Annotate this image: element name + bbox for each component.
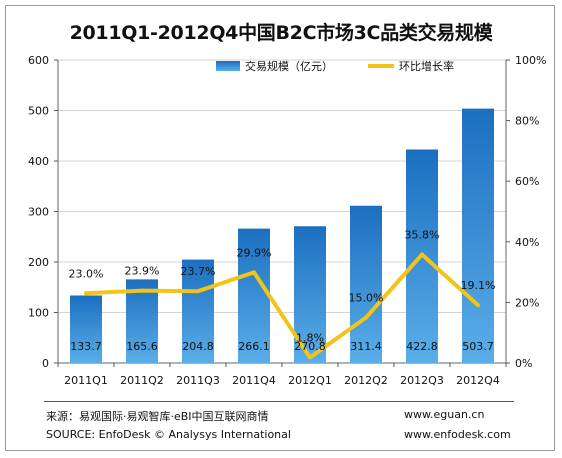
bar-value-label: 204.8 — [182, 340, 214, 353]
bar-value-label: 165.6 — [126, 340, 158, 353]
growth-rate-point — [420, 252, 424, 257]
legend-bar-label: 交易规模（亿元） — [245, 59, 333, 73]
chart-title: 2011Q1-2012Q4中国B2C市场3C品类交易规模 — [69, 22, 493, 44]
data-labels: 133.7 165.6 204.8 266.1 270.8 311.4 422.8 503.7… — [69, 229, 496, 353]
growth-rate-label: 15.0% — [349, 292, 384, 305]
growth-rate-point — [84, 291, 88, 296]
x-tick-label: 2012Q3 — [400, 374, 444, 387]
growth-rate-label: 29.9% — [237, 246, 272, 259]
x-tick-label: 2012Q1 — [288, 374, 332, 387]
bar — [462, 108, 494, 363]
left-tick-label: 200 — [28, 256, 49, 269]
bar — [182, 259, 214, 363]
right-tick-label: 100% — [515, 54, 546, 67]
left-tick-label: 300 — [28, 206, 49, 219]
growth-rate-point — [308, 355, 312, 360]
growth-rate-point — [140, 288, 144, 293]
growth-rate-point — [476, 303, 480, 308]
growth-rate-line — [84, 252, 480, 360]
x-tick-label: 2011Q4 — [232, 374, 276, 387]
bar-value-label: 266.1 — [238, 340, 270, 353]
growth-rate-point — [364, 315, 368, 320]
legend-bar-swatch — [216, 61, 240, 71]
x-tick-label: 2011Q2 — [120, 374, 164, 387]
legend-line-label: 环比增长率 — [399, 59, 454, 73]
left-tick-label: 400 — [28, 155, 49, 168]
right-tick-label: 0% — [515, 357, 532, 370]
left-tick-label: 100 — [28, 307, 49, 320]
right-tick-label: 60% — [515, 175, 539, 188]
left-tick-label: 0 — [42, 357, 49, 370]
source-cn: 来源：易观国际·易观智库·eBI中国互联网商情 — [46, 410, 269, 423]
left-tick-label: 600 — [28, 54, 49, 67]
left-tick-label: 500 — [28, 105, 49, 118]
bar-value-label: 270.8 — [294, 340, 326, 353]
growth-rate-label: 23.9% — [125, 265, 160, 278]
axes: 0 100 200 300 400 500 600 0% 20% 40% 60% 80% 100% 201… — [28, 54, 546, 387]
bar-value-label: 311.4 — [350, 340, 382, 353]
growth-rate-label: 1.8% — [296, 332, 324, 345]
footer-divider — [44, 401, 514, 402]
right-tick-label: 40% — [515, 236, 539, 249]
x-tick-label: 2012Q2 — [344, 374, 388, 387]
line-series — [84, 252, 480, 360]
bar-value-label: 503.7 — [462, 340, 494, 353]
right-tick-label: 80% — [515, 115, 539, 128]
right-tick-label: 20% — [515, 296, 539, 309]
x-tick-label: 2012Q4 — [456, 374, 500, 387]
source-en: SOURCE: EnfoDesk © Analysys Internationa… — [46, 428, 291, 441]
site-enfodesk: www.enfodesk.com — [404, 428, 511, 441]
bar-value-label: 422.8 — [406, 340, 438, 353]
growth-rate-point — [252, 270, 256, 275]
bar — [238, 228, 270, 363]
growth-rate-point — [196, 289, 200, 294]
x-tick-label: 2011Q1 — [64, 374, 108, 387]
bar-value-label: 133.7 — [70, 340, 102, 353]
bar-line-chart: 0 100 200 300 400 500 600 0% 20% 40% 60% 80% 100% 201… — [28, 54, 546, 387]
bar — [126, 279, 158, 363]
bar — [70, 295, 102, 363]
growth-rate-label: 19.1% — [461, 279, 496, 292]
growth-rate-label: 23.0% — [69, 267, 104, 280]
x-tick-label: 2011Q3 — [176, 374, 220, 387]
growth-rate-label: 35.8% — [405, 229, 440, 242]
bar — [350, 205, 382, 363]
site-eguan: www.eguan.cn — [404, 408, 485, 421]
growth-rate-label: 23.7% — [181, 265, 216, 278]
legend: 交易规模（亿元） 环比增长率 — [216, 59, 454, 73]
